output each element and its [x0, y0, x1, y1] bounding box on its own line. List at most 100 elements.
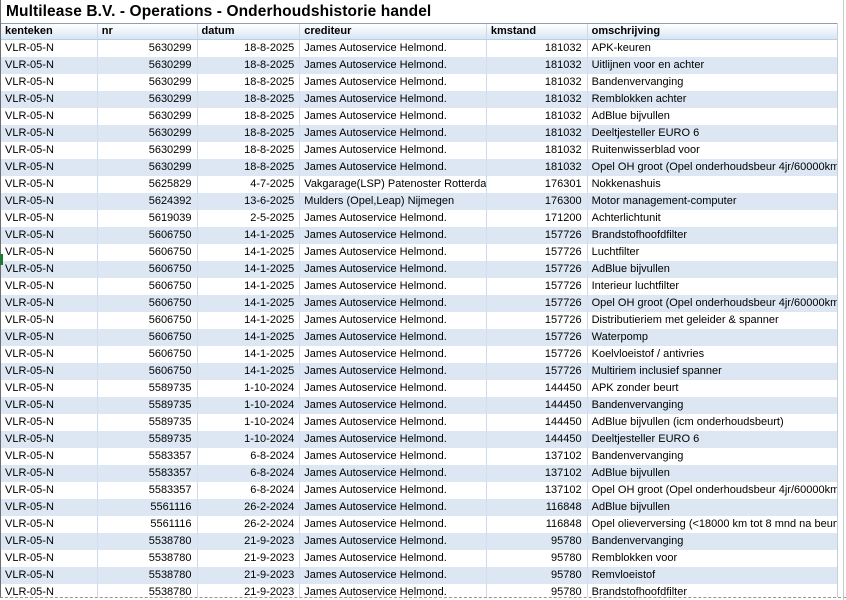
cell-kmstand[interactable]: 176300 — [487, 193, 588, 210]
cell-datum[interactable]: 18-8-2025 — [198, 57, 301, 74]
cell-datum[interactable]: 1-10-2024 — [198, 414, 301, 431]
cell-datum[interactable]: 14-1-2025 — [198, 227, 301, 244]
cell-kmstand[interactable]: 116848 — [487, 516, 588, 533]
cell-nr[interactable]: 5606750 — [98, 329, 198, 346]
cell-kenteken[interactable]: VLR-05-N — [1, 227, 98, 244]
cell-omschrijving[interactable]: Remblokken voor — [591, 552, 678, 564]
cell-datum[interactable]: 13-6-2025 — [198, 193, 301, 210]
cell-kmstand[interactable]: 137102 — [487, 448, 588, 465]
cell-kenteken[interactable]: VLR-05-N — [1, 431, 98, 448]
cell-datum[interactable]: 26-2-2024 — [198, 516, 301, 533]
cell-crediteur[interactable]: James Autoservice Helmond. — [300, 363, 487, 380]
cell-datum[interactable]: 21-9-2023 — [198, 550, 301, 567]
table-row[interactable]: VLR-05-N 5583357 6-8-2024 James Autoserv… — [1, 448, 837, 465]
cell-nr[interactable]: 5589735 — [98, 397, 198, 414]
cell-datum[interactable]: 14-1-2025 — [198, 278, 301, 295]
cell-nr[interactable]: 5630299 — [98, 91, 198, 108]
cell-kenteken[interactable]: VLR-05-N — [1, 516, 98, 533]
cell-crediteur[interactable]: James Autoservice Helmond. — [300, 312, 487, 329]
cell-omschrijving[interactable]: Uitlijnen voor en achter — [591, 59, 705, 71]
cell-crediteur[interactable]: James Autoservice Helmond. — [300, 465, 487, 482]
cell-omschrijving[interactable]: Bandenvervanging — [591, 76, 684, 88]
cell-kenteken[interactable]: VLR-05-N — [1, 346, 98, 363]
cell-kmstand[interactable]: 181032 — [487, 125, 588, 142]
cell-nr[interactable]: 5624392 — [98, 193, 198, 210]
table-row[interactable]: VLR-05-N 5630299 18-8-2025 James Autoser… — [1, 108, 837, 125]
cell-datum[interactable]: 14-1-2025 — [198, 244, 301, 261]
cell-crediteur[interactable]: James Autoservice Helmond. — [300, 142, 487, 159]
cell-kenteken[interactable]: VLR-05-N — [1, 499, 98, 516]
cell-omschrijving[interactable]: Brandstofhoofdfilter — [591, 229, 687, 241]
cell-kmstand[interactable]: 157726 — [487, 346, 588, 363]
table-row[interactable]: VLR-05-N 5630299 18-8-2025 James Autoser… — [1, 91, 837, 108]
cell-kmstand[interactable]: 144450 — [487, 397, 588, 414]
cell-datum[interactable]: 21-9-2023 — [198, 567, 301, 584]
cell-nr[interactable]: 5538780 — [98, 533, 198, 550]
table-row[interactable]: VLR-05-N 5561116 26-2-2024 James Autoser… — [1, 516, 837, 533]
cell-kmstand[interactable]: 181032 — [487, 57, 588, 74]
cell-datum[interactable]: 1-10-2024 — [198, 380, 301, 397]
cell-kmstand[interactable]: 137102 — [487, 465, 588, 482]
cell-datum[interactable]: 26-2-2024 — [198, 499, 301, 516]
table-row[interactable]: VLR-05-N 5583357 6-8-2024 James Autoserv… — [1, 482, 837, 499]
table-row[interactable]: VLR-05-N 5606750 14-1-2025 James Autoser… — [1, 261, 837, 278]
table-row[interactable]: VLR-05-N 5630299 18-8-2025 James Autoser… — [1, 40, 837, 57]
cell-omschrijving[interactable]: AdBlue bijvullen — [591, 263, 670, 275]
cell-crediteur[interactable]: James Autoservice Helmond. — [300, 516, 487, 533]
cell-omschrijving[interactable]: Opel olieverversing (<18000 km tot 8 mnd… — [591, 518, 837, 530]
cell-datum[interactable]: 1-10-2024 — [198, 431, 301, 448]
cell-nr[interactable]: 5630299 — [98, 74, 198, 91]
cell-kenteken[interactable]: VLR-05-N — [1, 278, 98, 295]
cell-omschrijving[interactable]: Luchtfilter — [591, 246, 640, 258]
cell-kmstand[interactable]: 157726 — [487, 363, 588, 380]
cell-kenteken[interactable]: VLR-05-N — [1, 210, 98, 227]
cell-nr[interactable]: 5589735 — [98, 431, 198, 448]
cell-omschrijving[interactable]: Deeltjesteller EURO 6 — [591, 127, 700, 139]
cell-omschrijving[interactable]: Interieur luchtfilter — [591, 280, 680, 292]
cell-kmstand[interactable]: 95780 — [487, 567, 588, 584]
cell-crediteur[interactable]: James Autoservice Helmond. — [300, 448, 487, 465]
table-row[interactable]: VLR-05-N 5606750 14-1-2025 James Autoser… — [1, 227, 837, 244]
cell-kmstand[interactable]: 95780 — [487, 584, 588, 597]
cell-crediteur[interactable]: James Autoservice Helmond. — [300, 380, 487, 397]
cell-kenteken[interactable]: VLR-05-N — [1, 482, 98, 499]
cell-crediteur[interactable]: James Autoservice Helmond. — [300, 108, 487, 125]
cell-kmstand[interactable]: 157726 — [487, 244, 588, 261]
cell-kmstand[interactable]: 181032 — [487, 74, 588, 91]
cell-kenteken[interactable]: VLR-05-N — [1, 380, 98, 397]
cell-kmstand[interactable]: 181032 — [487, 108, 588, 125]
cell-kmstand[interactable]: 144450 — [487, 431, 588, 448]
cell-kmstand[interactable]: 181032 — [487, 159, 588, 176]
cell-crediteur[interactable]: James Autoservice Helmond. — [300, 482, 487, 499]
cell-kenteken[interactable]: VLR-05-N — [1, 142, 98, 159]
table-row[interactable]: VLR-05-N 5589735 1-10-2024 James Autoser… — [1, 431, 837, 448]
cell-crediteur[interactable]: James Autoservice Helmond. — [300, 431, 487, 448]
cell-datum[interactable]: 21-9-2023 — [198, 584, 301, 597]
table-row[interactable]: VLR-05-N 5619039 2-5-2025 James Autoserv… — [1, 210, 837, 227]
cell-nr[interactable]: 5589735 — [98, 380, 198, 397]
table-row[interactable]: VLR-05-N 5630299 18-8-2025 James Autoser… — [1, 142, 837, 159]
column-header-datum[interactable]: datum — [198, 24, 301, 39]
cell-nr[interactable]: 5630299 — [98, 108, 198, 125]
cell-kenteken[interactable]: VLR-05-N — [1, 176, 98, 193]
cell-omschrijving[interactable]: Opel OH groot (Opel onderhoudsbeur 4jr/6… — [591, 161, 837, 173]
table-row[interactable]: VLR-05-N 5538780 21-9-2023 James Autoser… — [1, 567, 837, 584]
cell-datum[interactable]: 6-8-2024 — [198, 448, 301, 465]
cell-kmstand[interactable]: 95780 — [487, 550, 588, 567]
cell-kenteken[interactable]: VLR-05-N — [1, 295, 98, 312]
cell-kmstand[interactable]: 144450 — [487, 380, 588, 397]
cell-omschrijving[interactable]: Opel OH groot (Opel onderhoudsbeur 4jr/6… — [591, 297, 837, 309]
cell-kenteken[interactable]: VLR-05-N — [1, 74, 98, 91]
cell-kenteken[interactable]: VLR-05-N — [1, 584, 98, 597]
cell-kenteken[interactable]: VLR-05-N — [1, 465, 98, 482]
cell-crediteur[interactable]: James Autoservice Helmond. — [300, 533, 487, 550]
cell-omschrijving[interactable]: Bandenvervanging — [591, 399, 684, 411]
cell-omschrijving[interactable]: Achterlichtunit — [591, 212, 661, 224]
cell-crediteur[interactable]: James Autoservice Helmond. — [300, 125, 487, 142]
cell-datum[interactable]: 2-5-2025 — [198, 210, 301, 227]
cell-kenteken[interactable]: VLR-05-N — [1, 363, 98, 380]
cell-nr[interactable]: 5606750 — [98, 278, 198, 295]
cell-omschrijving[interactable]: APK-keuren — [591, 42, 651, 54]
cell-kmstand[interactable]: 157726 — [487, 295, 588, 312]
cell-datum[interactable]: 18-8-2025 — [198, 74, 301, 91]
